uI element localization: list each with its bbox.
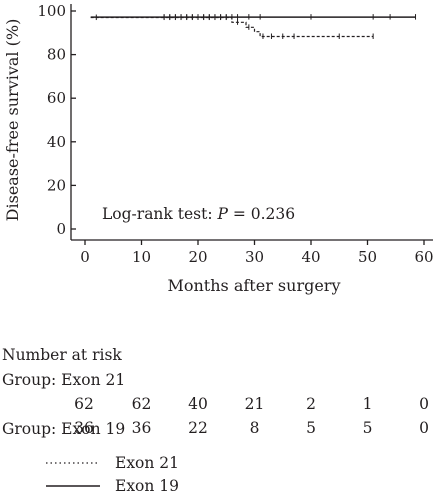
risk-count: 5 [306,419,316,437]
risk-table: Number at risk Group: Exon 21 62 62 40 21 2 1… [2,346,429,438]
risk-count: 5 [363,419,373,437]
y-ticks: 0 20 40 60 80 100 [37,2,76,238]
x-tick-label: 50 [358,248,377,266]
x-ticks: 0 10 20 30 40 50 60 [80,240,434,266]
x-tick-label: 10 [132,248,151,266]
risk-row-exon19: 36 36 22 8 5 5 0 [74,419,429,437]
x-tick-label: 20 [188,248,207,266]
annotation-p-value: = 0.236 [228,205,295,223]
x-tick-label: 60 [414,248,433,266]
annotation-prefix: Log-rank test: [102,205,217,223]
risk-count: 36 [132,419,152,437]
risk-count: 40 [188,395,208,413]
risk-count: 1 [363,395,373,413]
curve-exon21 [90,16,374,38]
risk-table-title: Number at risk [2,346,122,364]
risk-count: 62 [74,395,94,413]
risk-count: 22 [188,419,208,437]
x-tick-label: 40 [301,248,320,266]
risk-count: 62 [132,395,152,413]
risk-count: 8 [250,419,260,437]
risk-count: 21 [245,395,265,413]
annotation-p-symbol: P [216,205,228,223]
y-tick-label: 0 [56,220,66,238]
risk-group-label-exon21: Group: Exon 21 [2,371,125,389]
axes [70,4,433,241]
risk-count: 0 [419,419,429,437]
risk-row-exon21: 62 62 40 21 2 1 0 [74,395,429,413]
x-tick-label: 0 [80,248,90,266]
x-axis-title: Months after surgery [167,276,340,295]
risk-group-label-exon19: Group: Exon 19 [2,420,125,438]
x-tick-label: 30 [245,248,264,266]
y-axis-title: Disease-free survival (%) [3,19,22,222]
y-tick-label: 100 [37,2,66,20]
risk-count: 2 [306,395,316,413]
log-rank-annotation: Log-rank test: P = 0.236 [102,205,295,223]
y-tick-label: 80 [47,46,66,64]
risk-count: 0 [419,395,429,413]
legend-label-exon19: Exon 19 [115,477,179,495]
legend: Exon 21 Exon 19 [46,454,179,495]
survival-curves [90,14,417,40]
y-tick-label: 60 [47,89,66,107]
y-tick-label: 20 [47,176,66,194]
legend-label-exon21: Exon 21 [115,454,179,472]
risk-count: 36 [74,419,94,437]
y-tick-label: 40 [47,133,66,151]
